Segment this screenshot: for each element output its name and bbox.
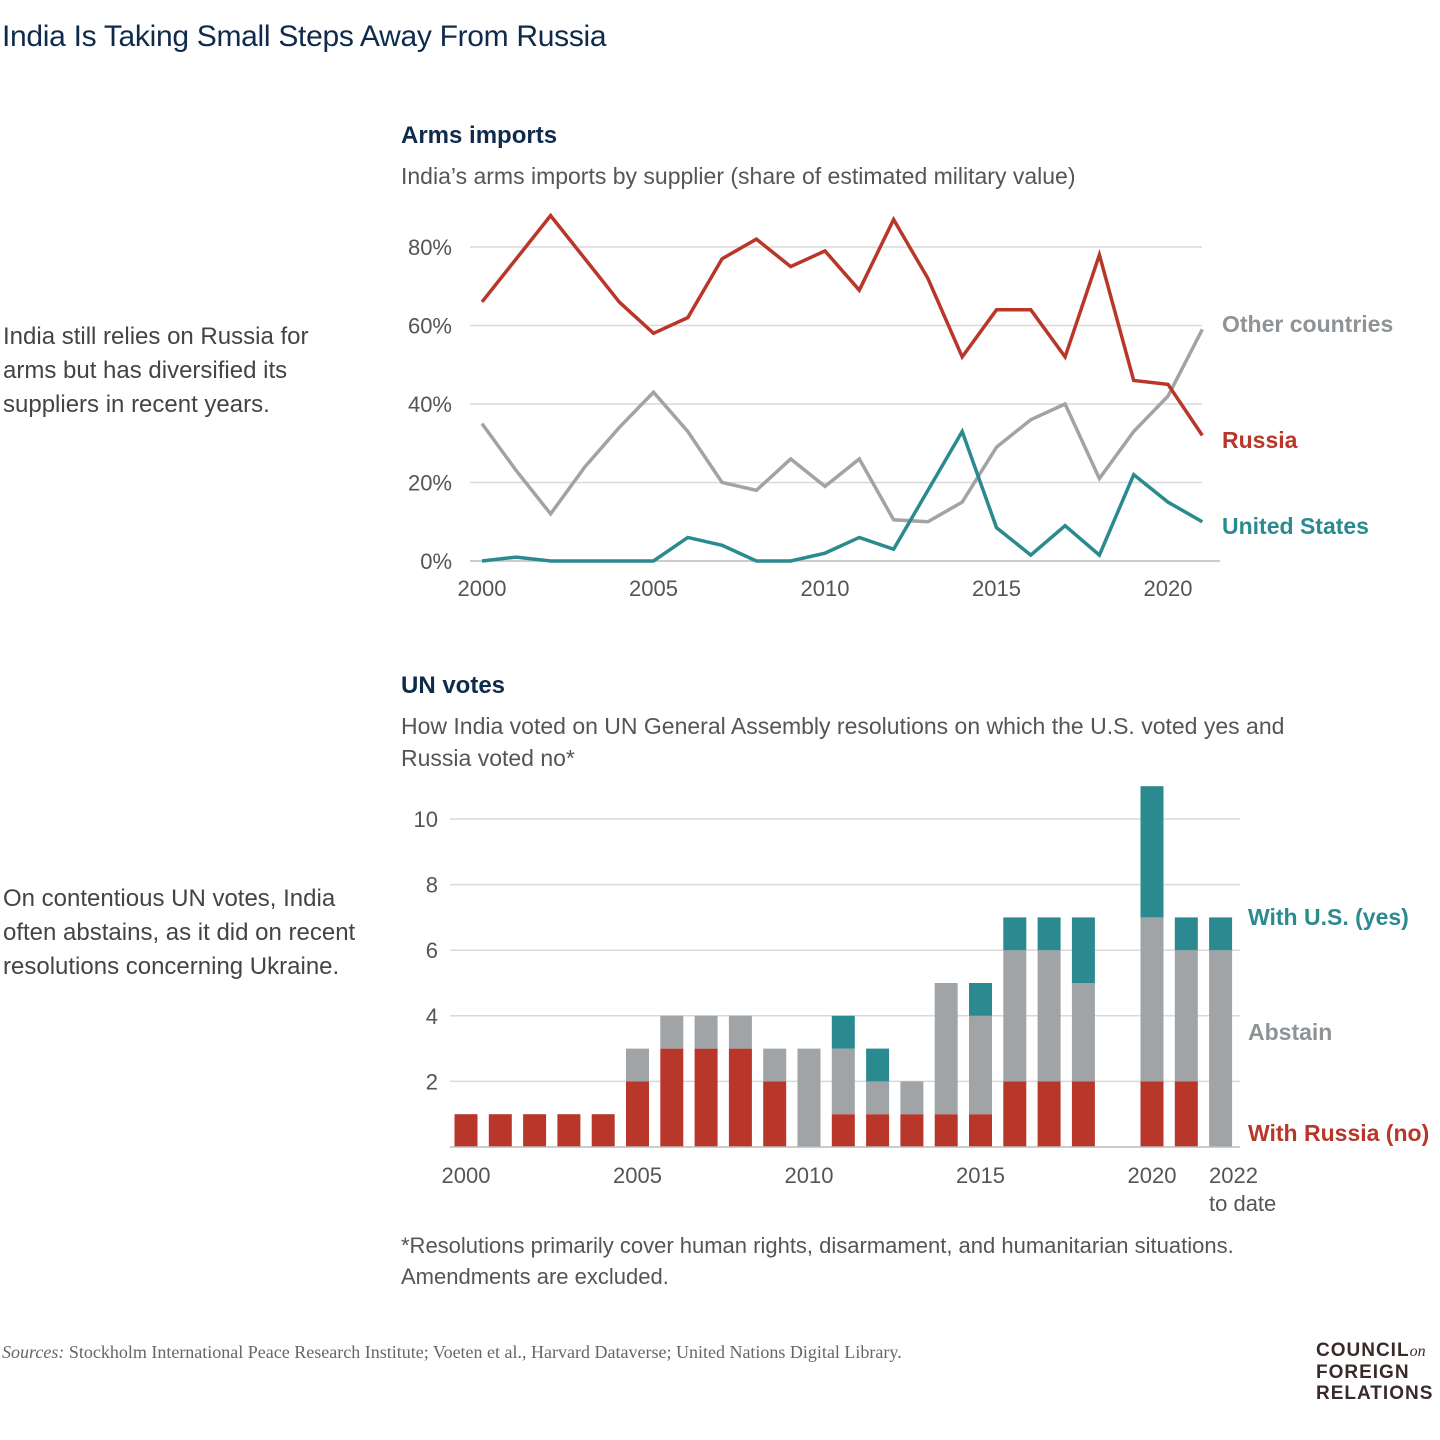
un-bar-2015-abstain	[969, 1015, 992, 1115]
un-bar-2013-abstain	[900, 1081, 924, 1115]
un-bar-2006-abstain	[660, 1015, 684, 1049]
arms-x-tick: 2015	[972, 576, 1021, 601]
un-x-tick: 2000	[442, 1163, 491, 1188]
un-bar-2012-with-u-s-yes-	[866, 1048, 890, 1082]
arms-chart-subtitle: India’s arms imports by supplier (share …	[401, 163, 1076, 189]
arms-y-tick: 80%	[408, 235, 452, 260]
cfr-logo: COUNCILon FOREIGN RELATIONS	[1316, 1340, 1434, 1404]
un-bar-2016-with-russia-no-	[1003, 1081, 1027, 1147]
un-bar-2022-abstain	[1209, 950, 1233, 1147]
arms-line-united-states	[481, 427, 1204, 563]
un-bar-2009-with-russia-no-	[763, 1081, 787, 1147]
un-bar-2011-abstain	[831, 1048, 855, 1115]
arms-chart-title: Arms imports	[401, 122, 558, 149]
arms-line-russia	[480, 212, 1204, 437]
un-bar-2018-abstain	[1071, 983, 1095, 1082]
sources: Sources: Stockholm International Peace R…	[2, 1342, 902, 1363]
un-bar-2013-with-russia-no-	[900, 1114, 924, 1147]
un-bar-2005-abstain	[626, 1048, 649, 1082]
un-x-tick-note: to date	[1209, 1191, 1276, 1216]
un-x-tick: 2020	[1128, 1163, 1177, 1188]
un-chart-title: UN votes	[401, 672, 506, 699]
un-bar-2010-abstain	[797, 1048, 821, 1147]
arms-x-tick: 2010	[801, 576, 850, 601]
un-bar-2011-with-russia-no-	[831, 1114, 855, 1147]
un-bar-2017-with-u-s-yes-	[1037, 917, 1061, 951]
arms-series-label: United States	[1222, 513, 1369, 539]
arms-line-other-countries	[480, 328, 1204, 524]
un-bar-2009-abstain	[763, 1048, 787, 1082]
arms-side-note: India still relies on Russia for arms bu…	[3, 323, 309, 418]
un-bar-2015-with-russia-no-	[969, 1114, 992, 1147]
un-bar-2020-abstain	[1140, 917, 1164, 1082]
un-bar-2002-with-russia-no-	[523, 1114, 547, 1147]
un-x-tick: 2010	[785, 1163, 834, 1188]
un-bar-2021-abstain	[1174, 950, 1198, 1082]
un-y-tick: 2	[426, 1069, 438, 1094]
un-chart-subtitle: How India voted on UN General Assembly r…	[401, 713, 1285, 771]
arms-x-tick: 2020	[1144, 576, 1193, 601]
un-x-tick: 2022	[1209, 1163, 1258, 1188]
un-bar-2008-abstain	[728, 1015, 752, 1049]
un-bar-2000-with-russia-no-	[454, 1114, 478, 1147]
un-y-tick: 10	[414, 807, 438, 832]
un-bar-2018-with-russia-no-	[1071, 1081, 1095, 1147]
un-bar-2012-abstain	[866, 1081, 890, 1115]
un-x-tick: 2015	[956, 1163, 1005, 1188]
un-bar-2017-abstain	[1037, 950, 1061, 1082]
arms-x-tick: 2005	[629, 576, 678, 601]
un-y-tick: 4	[426, 1004, 438, 1029]
un-bar-2020-with-u-s-yes-	[1140, 786, 1164, 918]
un-bar-2008-with-russia-no-	[728, 1048, 752, 1147]
un-bar-2014-abstain	[934, 983, 958, 1115]
un-x-tick: 2005	[613, 1163, 662, 1188]
un-bar-2014-with-russia-no-	[934, 1114, 958, 1147]
un-bar-2005-with-russia-no-	[626, 1081, 649, 1147]
un-y-tick: 8	[426, 873, 438, 898]
un-bar-2016-with-u-s-yes-	[1003, 917, 1027, 951]
arms-series-label: Russia	[1222, 427, 1298, 453]
un-bar-2017-with-russia-no-	[1037, 1081, 1061, 1147]
un-bar-2003-with-russia-no-	[557, 1114, 581, 1147]
un-bar-2007-abstain	[694, 1015, 718, 1049]
arms-series-label: Other countries	[1222, 311, 1393, 337]
un-bar-2018-with-u-s-yes-	[1071, 917, 1095, 983]
arms-y-tick: 40%	[408, 392, 452, 417]
arms-x-tick: 2000	[458, 576, 507, 601]
arms-y-tick: 20%	[408, 471, 452, 496]
un-bar-2016-abstain	[1003, 950, 1027, 1082]
un-bar-2021-with-russia-no-	[1174, 1081, 1198, 1147]
un-side-note: On contentious UN votes, India often abs…	[3, 885, 356, 980]
un-bar-2006-with-russia-no-	[660, 1048, 684, 1147]
un-series-label: With Russia (no)	[1248, 1120, 1429, 1146]
un-bar-2020-with-russia-no-	[1140, 1081, 1164, 1147]
un-y-tick: 6	[426, 938, 438, 963]
arms-y-tick: 0%	[420, 549, 452, 574]
footnote: *Resolutions primarily cover human right…	[401, 1233, 1234, 1289]
un-bar-2015-with-u-s-yes-	[969, 983, 992, 1016]
un-bar-2012-with-russia-no-	[866, 1114, 890, 1147]
un-bar-2004-with-russia-no-	[591, 1114, 615, 1147]
un-bar-2021-with-u-s-yes-	[1174, 917, 1198, 951]
un-series-label: Abstain	[1248, 1019, 1332, 1045]
un-series-label: With U.S. (yes)	[1248, 904, 1409, 930]
page-title: India Is Taking Small Steps Away From Ru…	[2, 20, 607, 53]
sources-label: Sources:	[2, 1342, 65, 1362]
un-bar-2007-with-russia-no-	[694, 1048, 718, 1147]
sources-text: Stockholm International Peace Research I…	[68, 1342, 902, 1362]
un-bar-2011-with-u-s-yes-	[831, 1015, 855, 1049]
arms-y-tick: 60%	[408, 314, 452, 339]
un-bar-2001-with-russia-no-	[488, 1114, 512, 1147]
un-bar-2022-with-u-s-yes-	[1209, 917, 1233, 951]
